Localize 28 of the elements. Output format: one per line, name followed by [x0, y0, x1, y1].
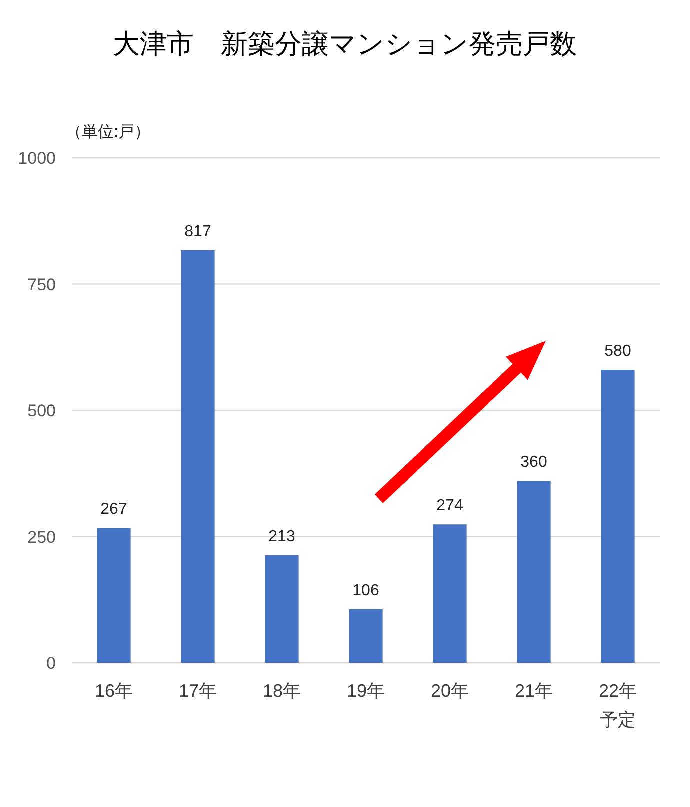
bar [265, 555, 299, 663]
x-tick-label: 22年予定 [598, 681, 638, 730]
y-tick-label: 0 [46, 654, 56, 673]
bar [181, 250, 215, 663]
data-label: 274 [436, 498, 464, 515]
y-axis-title: （単位:戸） [66, 124, 150, 141]
data-label: 817 [184, 223, 212, 240]
x-tick-label: 19年 [346, 681, 386, 701]
bar [601, 370, 635, 663]
x-tick-label: 20年 [430, 681, 470, 701]
x-tick-label: 17年 [178, 681, 218, 701]
data-label: 106 [352, 582, 380, 600]
y-tick-label: 500 [28, 402, 56, 420]
data-label: 360 [520, 454, 548, 472]
bar [349, 609, 383, 663]
bar [97, 528, 131, 663]
bar [433, 524, 467, 663]
x-tick-label: 18年 [262, 681, 302, 701]
data-label: 580 [604, 343, 632, 360]
y-tick-label: 250 [28, 528, 56, 547]
chart-title: 大津市 新築分譲マンション発売戸数 [113, 29, 577, 59]
data-label: 267 [100, 501, 128, 518]
x-tick-label: 21年 [514, 681, 554, 701]
y-tick-label: 750 [28, 275, 56, 294]
x-tick-label: 16年 [94, 681, 134, 701]
bar [517, 481, 551, 663]
y-tick-label: 1000 [18, 149, 56, 168]
data-label: 213 [268, 528, 296, 546]
